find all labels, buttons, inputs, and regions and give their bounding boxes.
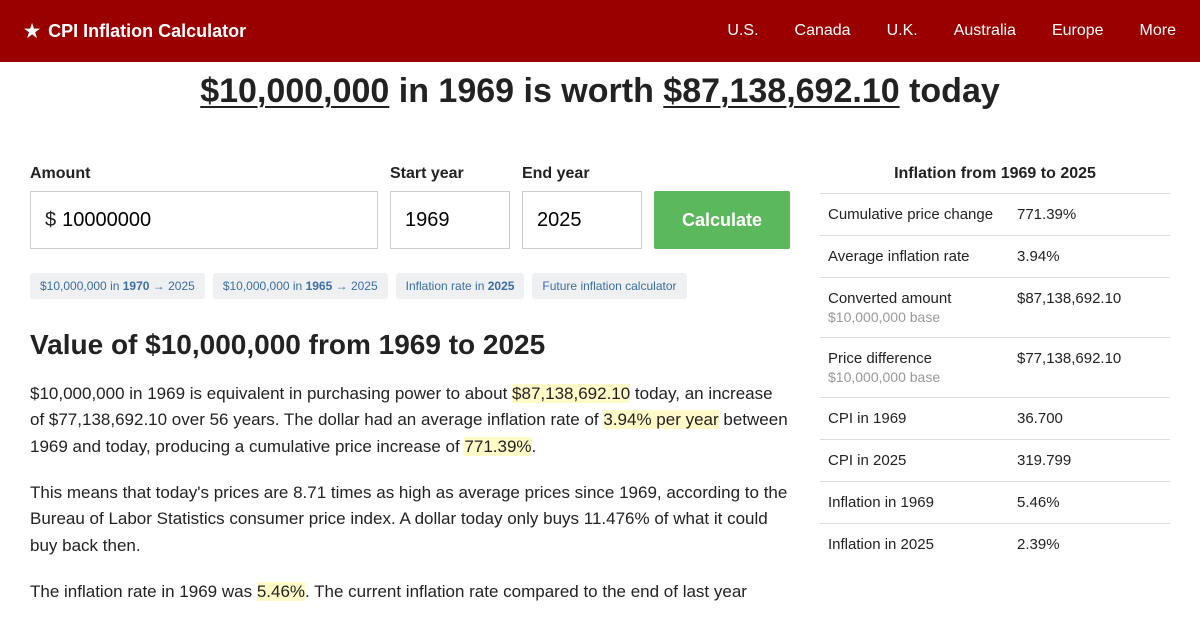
row-value: 771.39% — [1009, 194, 1170, 236]
nav-europe[interactable]: Europe — [1052, 22, 1104, 40]
pill-future[interactable]: Future inflation calculator — [532, 273, 686, 299]
star-icon: ★ — [24, 21, 40, 42]
table-row: CPI in 2025319.799 — [820, 440, 1170, 482]
end-year-label: End year — [522, 165, 642, 183]
nav-uk[interactable]: U.K. — [887, 22, 918, 40]
amount-input-wrap[interactable]: $ — [30, 191, 378, 249]
row-label: Converted amount$10,000,000 base — [820, 278, 1009, 338]
row-label: CPI in 1969 — [820, 398, 1009, 440]
row-label: Inflation in 1969 — [820, 482, 1009, 524]
row-sublabel: $10,000,000 base — [828, 309, 1001, 325]
end-year-wrap[interactable] — [522, 191, 642, 249]
nav-more[interactable]: More — [1140, 22, 1176, 40]
row-label: Cumulative price change — [820, 194, 1009, 236]
table-row: Price difference$10,000,000 base$77,138,… — [820, 338, 1170, 398]
amount-label: Amount — [30, 165, 378, 183]
table-row: Cumulative price change771.39% — [820, 194, 1170, 236]
pill-1970[interactable]: $10,000,000 in 1970 → 2025 — [30, 273, 205, 299]
row-label: CPI in 2025 — [820, 440, 1009, 482]
nav-canada[interactable]: Canada — [795, 22, 851, 40]
row-value: 2.39% — [1009, 524, 1170, 566]
table-row: Average inflation rate3.94% — [820, 236, 1170, 278]
row-value: 36.700 — [1009, 398, 1170, 440]
nav-australia[interactable]: Australia — [954, 22, 1016, 40]
section-title: Value of $10,000,000 from 1969 to 2025 — [30, 329, 790, 361]
dollar-icon: $ — [45, 209, 56, 232]
pill-rate-2025[interactable]: Inflation rate in 2025 — [396, 273, 525, 299]
paragraph-2: This means that today's prices are 8.71 … — [30, 480, 790, 559]
row-value: $77,138,692.10 — [1009, 338, 1170, 398]
brand-text: CPI Inflation Calculator — [48, 21, 246, 42]
amount-input[interactable] — [62, 209, 363, 232]
top-nav: U.S. Canada U.K. Australia Europe More — [727, 22, 1176, 40]
table-row: CPI in 196936.700 — [820, 398, 1170, 440]
row-value: 5.46% — [1009, 482, 1170, 524]
table-row: Inflation in 19695.46% — [820, 482, 1170, 524]
end-year-input[interactable] — [537, 209, 627, 232]
sidebar: Inflation from 1969 to 2025 Cumulative p… — [820, 165, 1170, 625]
table-row: Inflation in 20252.39% — [820, 524, 1170, 566]
headline-to-amount: $87,138,692.10 — [663, 72, 899, 110]
row-value: $87,138,692.10 — [1009, 278, 1170, 338]
main-content: Amount $ Start year End year Calculate — [30, 165, 790, 625]
row-sublabel: $10,000,000 base — [828, 369, 1001, 385]
paragraph-3: The inflation rate in 1969 was 5.46%. Th… — [30, 579, 790, 605]
calculator-form: Amount $ Start year End year Calculate — [30, 165, 790, 249]
pill-1965[interactable]: $10,000,000 in 1965 → 2025 — [213, 273, 388, 299]
start-year-label: Start year — [390, 165, 510, 183]
calculate-button[interactable]: Calculate — [654, 191, 790, 249]
paragraph-1: $10,000,000 in 1969 is equivalent in pur… — [30, 381, 790, 460]
related-links: $10,000,000 in 1970 → 2025 $10,000,000 i… — [30, 273, 790, 299]
row-label: Average inflation rate — [820, 236, 1009, 278]
headline-from-amount: $10,000,000 — [200, 72, 389, 110]
start-year-input[interactable] — [405, 209, 495, 232]
headline: $10,000,000 in 1969 is worth $87,138,692… — [0, 72, 1200, 111]
row-label: Inflation in 2025 — [820, 524, 1009, 566]
row-value: 3.94% — [1009, 236, 1170, 278]
brand-logo[interactable]: ★ CPI Inflation Calculator — [24, 21, 246, 42]
nav-us[interactable]: U.S. — [727, 22, 758, 40]
row-label: Price difference$10,000,000 base — [820, 338, 1009, 398]
header: ★ CPI Inflation Calculator U.S. Canada U… — [0, 0, 1200, 62]
sidebar-title: Inflation from 1969 to 2025 — [820, 165, 1170, 193]
start-year-wrap[interactable] — [390, 191, 510, 249]
row-value: 319.799 — [1009, 440, 1170, 482]
table-row: Converted amount$10,000,000 base$87,138,… — [820, 278, 1170, 338]
inflation-summary-table: Cumulative price change771.39%Average in… — [820, 193, 1170, 565]
